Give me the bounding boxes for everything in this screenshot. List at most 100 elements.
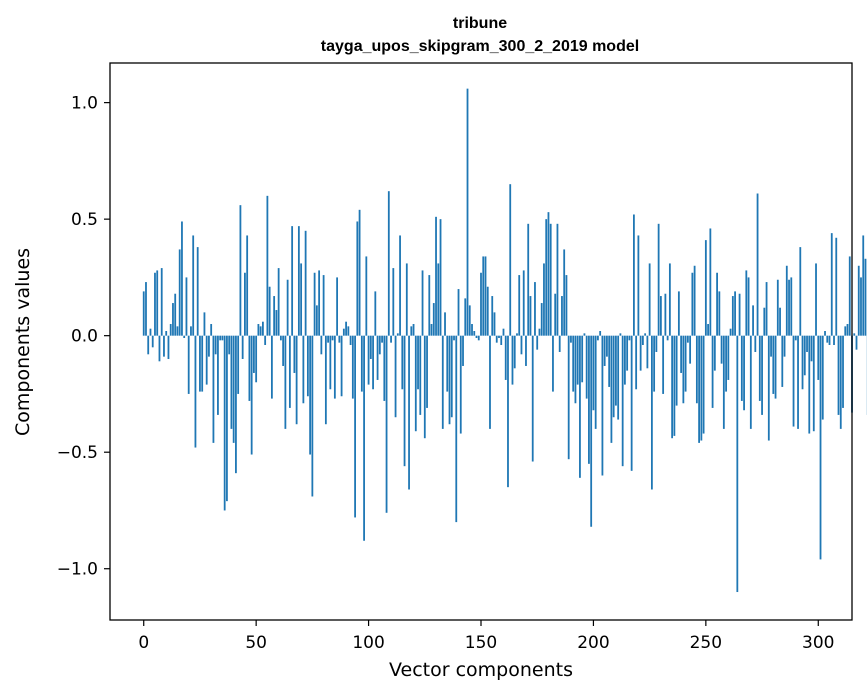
bar: [711, 335, 714, 408]
bar: [740, 335, 743, 401]
bar: [453, 335, 455, 341]
bar: [590, 335, 593, 527]
bar: [340, 335, 343, 397]
x-tick-label: 150: [465, 633, 497, 653]
bar: [176, 326, 179, 336]
bar: [783, 335, 786, 357]
bar: [421, 270, 424, 336]
bar: [223, 335, 226, 511]
bar: [844, 326, 847, 336]
bar: [525, 335, 527, 366]
y-axis-label: Components values: [12, 248, 34, 436]
bar: [385, 335, 388, 513]
bar: [758, 335, 761, 401]
bar: [628, 335, 631, 341]
bar: [686, 335, 689, 343]
bar: [468, 305, 471, 336]
bar: [190, 326, 192, 336]
bar: [331, 335, 334, 341]
bar: [662, 335, 665, 394]
bar: [477, 335, 480, 341]
bar: [745, 270, 748, 336]
bar: [707, 324, 709, 336]
bar: [304, 230, 307, 336]
bar: [333, 335, 336, 399]
bar: [270, 335, 273, 399]
bar: [579, 335, 581, 478]
bar: [219, 335, 222, 341]
bar: [666, 335, 669, 341]
bar: [738, 293, 741, 336]
bar: [770, 335, 772, 357]
bar: [226, 335, 228, 502]
bar: [653, 335, 656, 392]
bar: [295, 335, 298, 425]
bar: [588, 335, 590, 464]
bar: [293, 335, 296, 373]
bar: [790, 277, 793, 336]
bar: [502, 328, 505, 336]
bar: [273, 296, 276, 336]
bar: [455, 335, 458, 523]
bar: [142, 291, 145, 336]
bar: [313, 272, 316, 336]
bar: [244, 272, 246, 336]
bar: [239, 205, 242, 336]
bar: [619, 333, 622, 336]
bar: [765, 282, 768, 336]
bar: [246, 235, 249, 336]
bar: [855, 335, 858, 350]
bar: [365, 256, 368, 336]
bar: [208, 335, 210, 357]
bar: [374, 291, 377, 336]
bar: [828, 335, 831, 345]
bar: [752, 305, 754, 336]
bar: [608, 335, 611, 387]
bar: [565, 275, 568, 336]
bar: [457, 289, 460, 336]
bar: [727, 335, 730, 380]
bar: [268, 286, 271, 336]
bar: [774, 335, 777, 399]
bar: [392, 268, 395, 336]
bar: [585, 335, 588, 399]
bar: [509, 184, 512, 336]
bar: [704, 240, 707, 336]
x-axis-label: Vector components: [389, 659, 573, 681]
bar: [801, 335, 804, 390]
bar: [311, 335, 314, 497]
bar: [356, 221, 359, 336]
bar: [785, 265, 788, 336]
bar: [603, 335, 606, 366]
bar: [857, 265, 860, 336]
bar: [833, 335, 835, 345]
bar: [621, 335, 624, 467]
bar: [432, 303, 435, 336]
bar: [194, 335, 197, 448]
bar: [147, 335, 150, 355]
bar: [210, 324, 213, 336]
y-tick-label: 1.0: [71, 94, 98, 114]
bar: [237, 335, 240, 394]
bar: [288, 335, 291, 408]
bar: [399, 235, 401, 336]
bar: [306, 335, 309, 397]
bar: [572, 335, 575, 392]
bar: [259, 326, 262, 336]
bar: [408, 335, 410, 490]
bar: [187, 335, 190, 394]
bar: [624, 335, 626, 385]
x-tick-label: 0: [138, 633, 149, 653]
y-tick-label: 0.0: [71, 327, 98, 347]
bar: [286, 279, 289, 336]
bar: [367, 335, 370, 385]
chart-title-line2: tayga_upos_skipgram_300_2_2019 model: [321, 38, 639, 55]
bar: [574, 335, 577, 404]
bars-group: [142, 88, 867, 593]
bar: [482, 256, 485, 336]
bar: [217, 335, 219, 415]
bar: [527, 223, 530, 336]
bar: [702, 335, 705, 434]
bar: [354, 335, 356, 518]
